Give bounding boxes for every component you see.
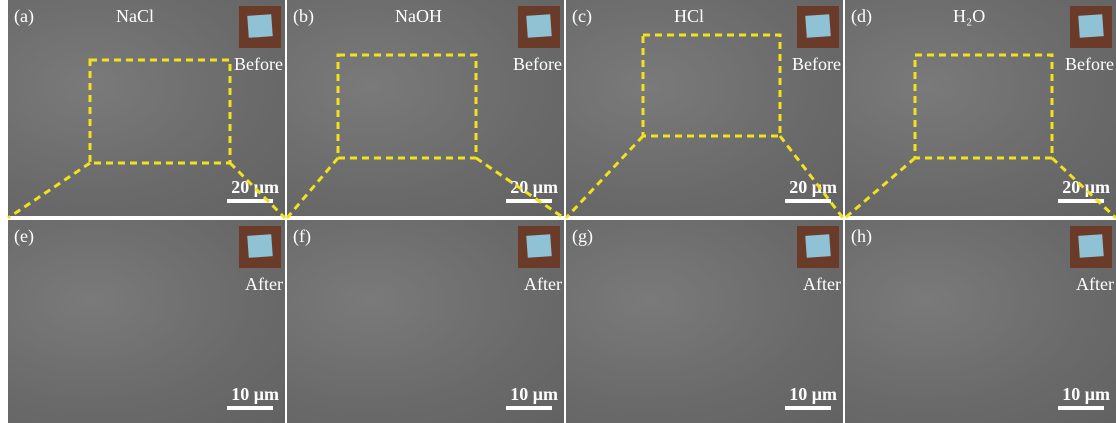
zoom-box: [338, 55, 476, 158]
zoom-line: [780, 136, 843, 218]
zoom-box: [90, 60, 230, 163]
zoom-line: [1052, 158, 1116, 218]
zoom-box: [915, 55, 1052, 158]
figure: (a)NaClBefore20 μm(b)NaOHBefore20 μm(c)H…: [0, 0, 1116, 423]
zoom-line: [566, 136, 643, 218]
zoom-line: [287, 158, 338, 218]
zoom-line: [476, 158, 564, 218]
zoom-box: [643, 35, 780, 136]
zoom-line: [845, 158, 915, 218]
zoom-line: [8, 163, 90, 218]
zoom-overlay: [0, 0, 1116, 423]
zoom-line: [230, 163, 285, 218]
